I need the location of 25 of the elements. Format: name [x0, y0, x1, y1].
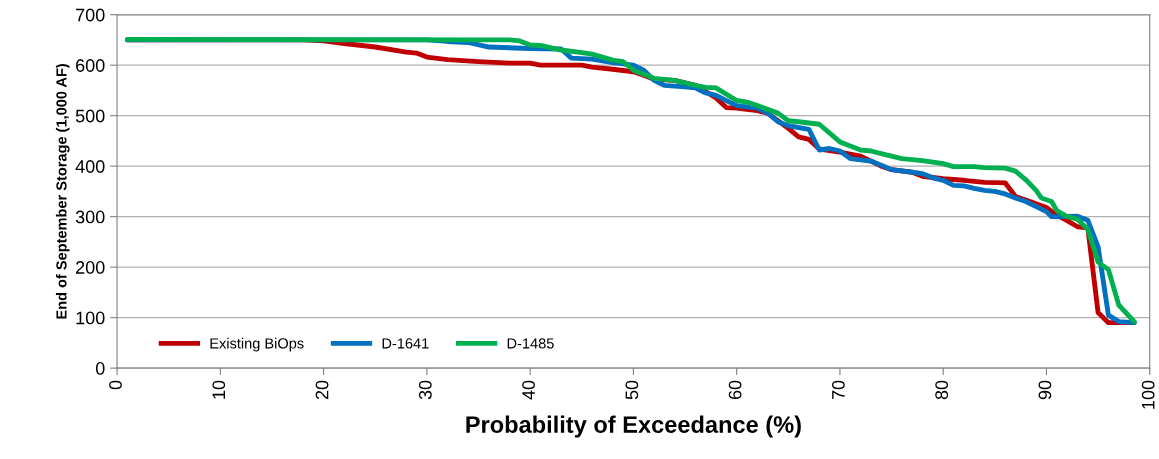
legend-label: D-1485	[507, 338, 554, 349]
x-axis-title: Probability of Exceedance (%)	[466, 415, 801, 438]
y-tick-label: 500	[75, 109, 105, 123]
x-tick-label: 70	[831, 380, 845, 400]
y-tick-label: 400	[75, 160, 105, 173]
y-tick-label: 0	[95, 362, 105, 375]
x-tick-label: 0	[109, 380, 122, 390]
legend-label: D-1641	[382, 338, 429, 349]
y-tick-label: 200	[76, 261, 105, 274]
x-tick-label: 40	[522, 380, 535, 400]
y-axis-title: End of September Storage (1,000 AF)	[55, 63, 70, 319]
x-tick-label: 80	[935, 380, 949, 400]
x-tick-label: 50	[625, 380, 639, 400]
line-series	[124, 37, 1137, 326]
y-tick-label: 100	[76, 311, 105, 325]
x-tick-label: 90	[1038, 380, 1052, 400]
x-tick-label: 60	[728, 380, 742, 400]
x-tick-label: 30	[418, 380, 432, 400]
legend-label: Existing BiOps	[210, 337, 304, 352]
y-tick-label: 600	[76, 59, 105, 72]
x-tick-label: 10	[212, 380, 226, 399]
y-tick-label: 700	[76, 8, 105, 22]
x-tick-label: 100	[1141, 380, 1155, 409]
y-tick-label: 300	[75, 210, 105, 224]
x-tick-label: 20	[315, 380, 329, 400]
